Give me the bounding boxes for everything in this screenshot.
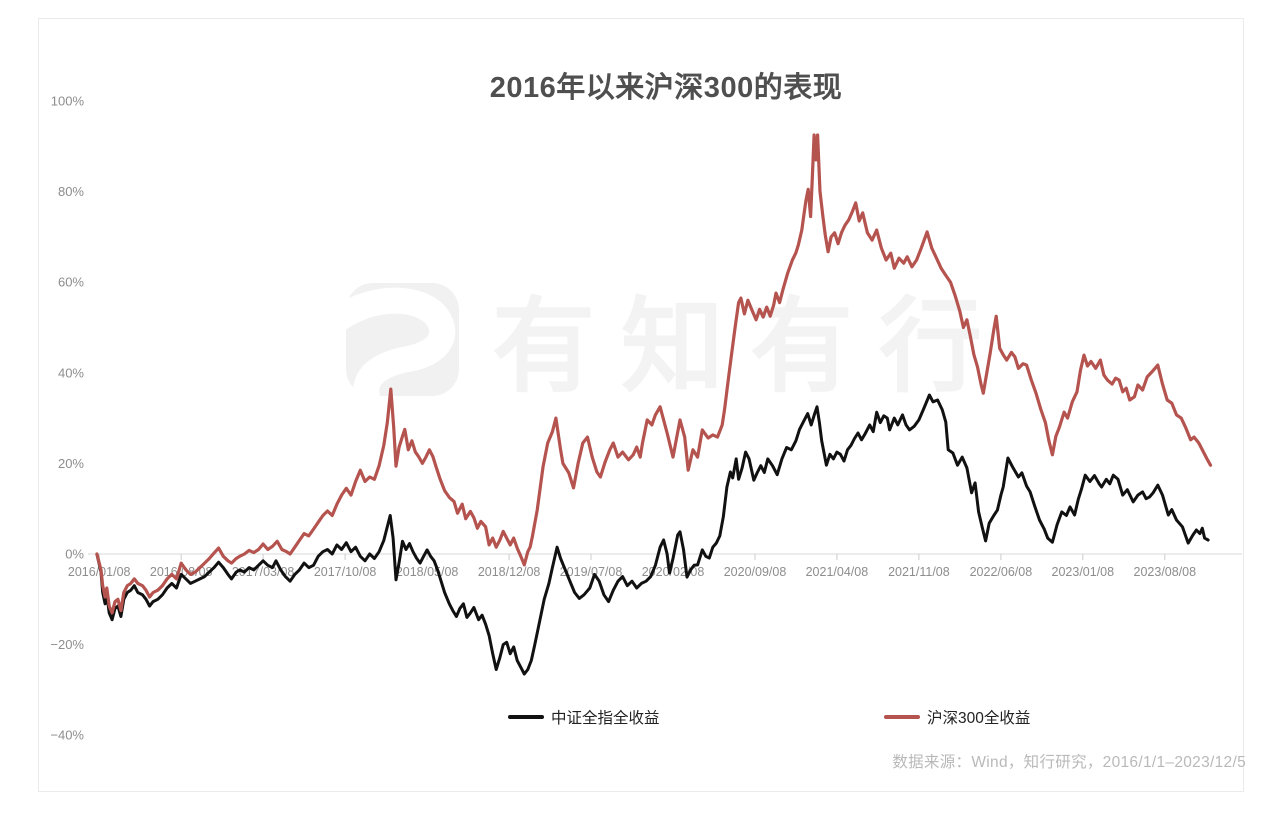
legend-label-hs300: 沪深300全收益 (927, 710, 1031, 727)
svg-text:2017/10/08: 2017/10/08 (314, 565, 377, 579)
legend-item-csi-allshare: 中证全指全收益 (508, 706, 660, 728)
y-axis-labels: 100% 80% 60% 40% 20% 0% −20% −40% (50, 94, 84, 743)
svg-text:2023/08/08: 2023/08/08 (1134, 565, 1197, 579)
svg-text:2022/06/08: 2022/06/08 (970, 565, 1033, 579)
svg-text:2018/05/08: 2018/05/08 (396, 565, 459, 579)
svg-text:80%: 80% (58, 184, 84, 199)
svg-text:60%: 60% (58, 275, 84, 290)
x-axis-ticks (98, 554, 1166, 560)
svg-text:2023/01/08: 2023/01/08 (1052, 565, 1115, 579)
watermark: 有知有行 (346, 283, 982, 404)
x-axis-labels: 2016/01/08 2016/08/08 2017/03/08 2017/10/08… (68, 565, 1196, 579)
svg-text:2021/11/08: 2021/11/08 (888, 565, 950, 579)
svg-text:2019/07/08: 2019/07/08 (560, 565, 623, 579)
source-note: 数据来源：Wind，知行研究，2016/1/1–2023/12/5 (892, 754, 1246, 771)
series-lines (95, 133, 1213, 676)
svg-text:2018/12/08: 2018/12/08 (478, 565, 541, 579)
chart-title: 2016年以来沪深300的表现 (489, 72, 843, 104)
svg-text:2021/04/08: 2021/04/08 (806, 565, 869, 579)
svg-text:−20%: −20% (50, 637, 84, 652)
legend-item-hs300: 沪深300全收益 (884, 706, 1030, 728)
svg-text:40%: 40% (58, 365, 84, 380)
svg-text:100%: 100% (51, 94, 85, 109)
youzhiyouxing-logo-icon (346, 283, 459, 396)
svg-text:2016/01/08: 2016/01/08 (68, 565, 131, 579)
svg-text:0%: 0% (65, 547, 84, 562)
red-line-swatch-icon (884, 714, 920, 720)
chart-frame (38, 18, 1244, 792)
legend-label-csi-allshare: 中证全指全收益 (551, 710, 660, 727)
black-line-swatch-icon (508, 714, 544, 720)
svg-text:2020/09/08: 2020/09/08 (724, 565, 787, 579)
svg-text:20%: 20% (58, 456, 84, 471)
svg-text:−40%: −40% (50, 728, 84, 743)
